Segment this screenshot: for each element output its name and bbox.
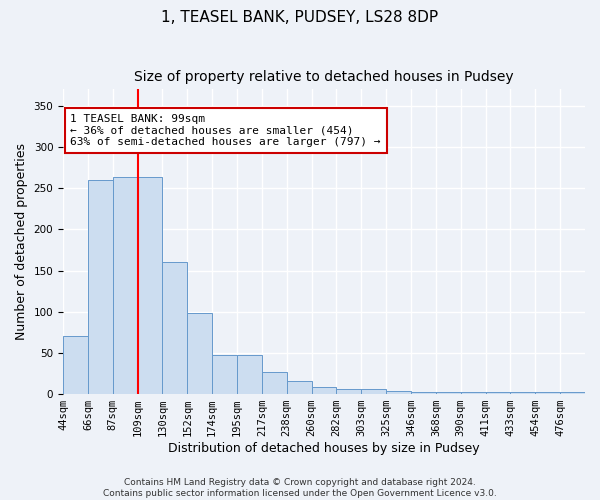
- Bar: [163, 262, 187, 394]
- Title: Size of property relative to detached houses in Pudsey: Size of property relative to detached ho…: [134, 70, 514, 84]
- Bar: [535, 392, 560, 394]
- Bar: [511, 392, 535, 394]
- Bar: [461, 392, 485, 394]
- Bar: [262, 372, 287, 394]
- X-axis label: Distribution of detached houses by size in Pudsey: Distribution of detached houses by size …: [168, 442, 480, 455]
- Bar: [361, 389, 386, 394]
- Bar: [560, 392, 585, 394]
- Text: Contains HM Land Registry data © Crown copyright and database right 2024.
Contai: Contains HM Land Registry data © Crown c…: [103, 478, 497, 498]
- Bar: [237, 354, 262, 394]
- Text: 1 TEASEL BANK: 99sqm
← 36% of detached houses are smaller (454)
63% of semi-deta: 1 TEASEL BANK: 99sqm ← 36% of detached h…: [70, 114, 381, 147]
- Bar: [88, 180, 113, 394]
- Bar: [485, 392, 511, 394]
- Y-axis label: Number of detached properties: Number of detached properties: [15, 143, 28, 340]
- Bar: [113, 178, 137, 394]
- Bar: [436, 392, 461, 394]
- Bar: [137, 178, 163, 394]
- Bar: [337, 389, 361, 394]
- Bar: [212, 354, 237, 394]
- Bar: [63, 336, 88, 394]
- Bar: [411, 392, 436, 394]
- Bar: [311, 386, 337, 394]
- Bar: [386, 391, 411, 394]
- Bar: [287, 381, 311, 394]
- Text: 1, TEASEL BANK, PUDSEY, LS28 8DP: 1, TEASEL BANK, PUDSEY, LS28 8DP: [161, 10, 439, 25]
- Bar: [187, 314, 212, 394]
